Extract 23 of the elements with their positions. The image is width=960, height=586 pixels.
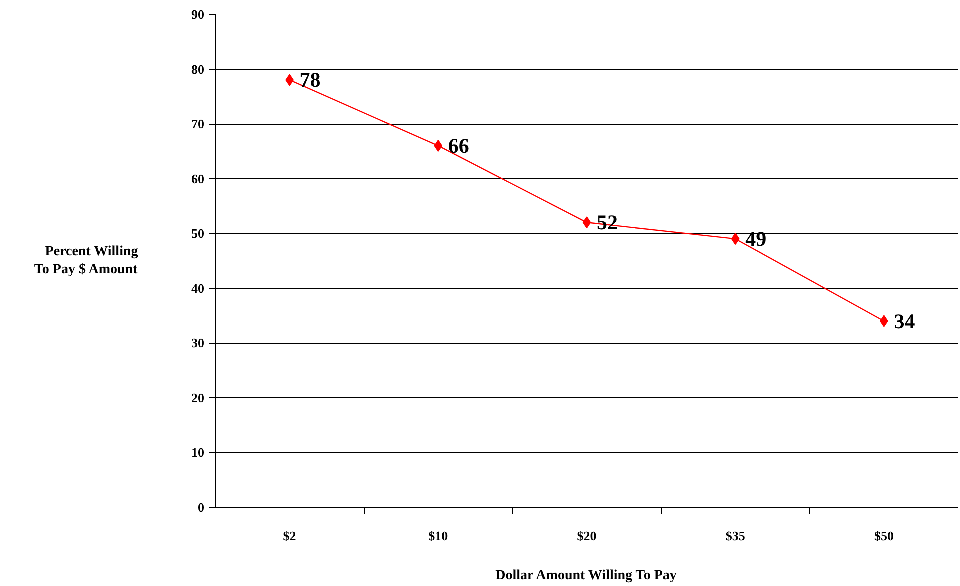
y-tick-label: 50 — [192, 226, 204, 242]
y-tick-label: 60 — [192, 171, 204, 186]
x-tick-label: $50 — [874, 528, 894, 544]
y-tick-label: 0 — [198, 500, 204, 515]
y-tick-label: 70 — [192, 116, 204, 132]
x-tick-label: $20 — [577, 528, 597, 544]
y-tick-label: 90 — [192, 7, 204, 22]
y-tick-label: 10 — [192, 445, 204, 460]
x-tick-label: $2 — [283, 528, 296, 544]
data-label: 66 — [448, 134, 470, 158]
y-tick-label: 30 — [192, 336, 204, 351]
y-axis-title: Percent Willing To Pay $ Amount — [34, 244, 138, 278]
y-tick-label: 80 — [192, 62, 204, 77]
x-tick-label: $35 — [726, 528, 746, 544]
point — [582, 216, 592, 229]
data-label: 78 — [300, 68, 321, 92]
y-tick-label: 20 — [192, 390, 204, 406]
x-axis-title: Dollar Amount Willing To Pay — [496, 568, 677, 584]
point — [731, 233, 740, 246]
point — [434, 140, 443, 152]
x-tick-label: $10 — [428, 528, 448, 544]
y-tick-label: 40 — [192, 280, 204, 296]
data-label: 34 — [894, 309, 916, 334]
